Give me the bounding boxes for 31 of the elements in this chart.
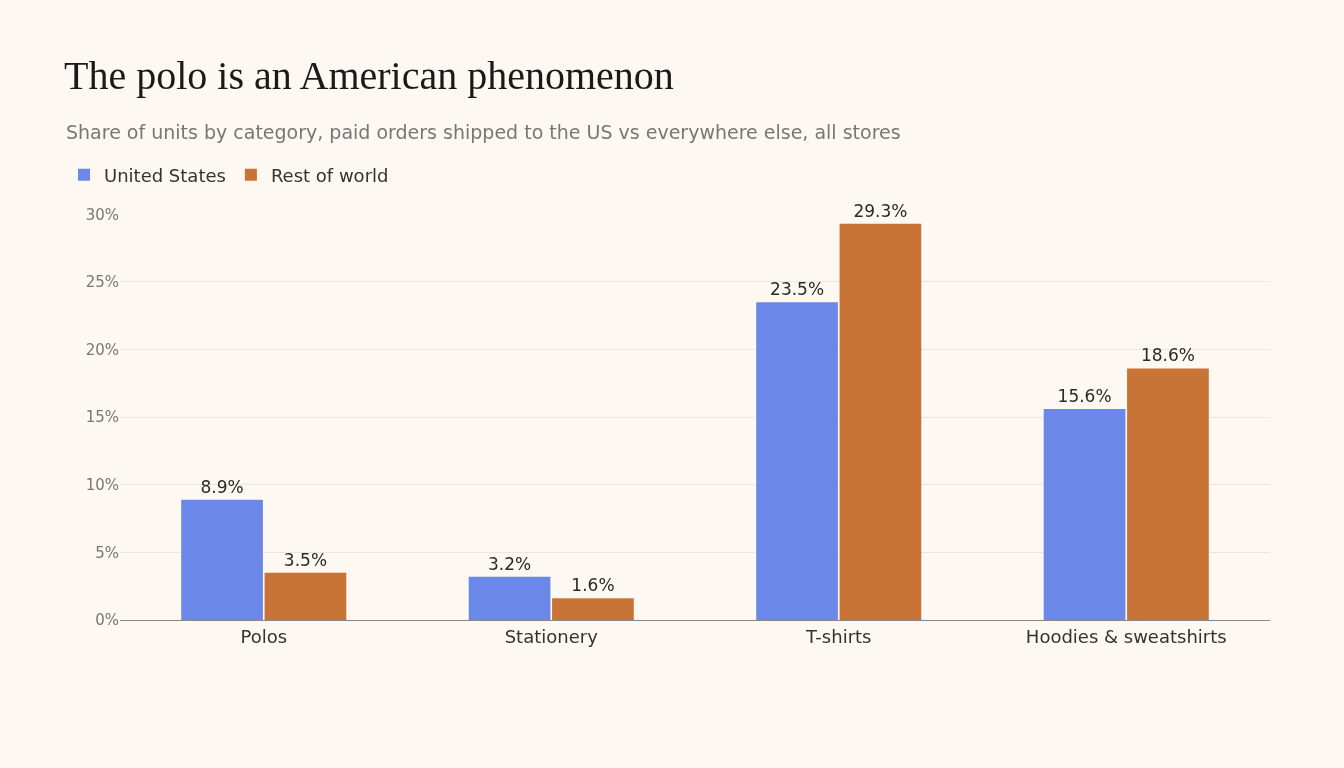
chart-title: The polo is an American phenomenon — [64, 53, 674, 98]
bar — [1127, 368, 1209, 620]
bar — [839, 223, 922, 620]
data-label: 23.5% — [770, 279, 825, 300]
data-label: 15.6% — [1057, 386, 1112, 407]
y-tick-label: 10% — [85, 476, 119, 494]
data-label: 8.9% — [200, 476, 244, 497]
x-tick-label: Hoodies & sweatshirts — [1025, 625, 1227, 647]
y-tick-label: 0% — [95, 611, 119, 630]
x-tick-label: T-shirts — [805, 625, 872, 647]
y-tick-label: 25% — [85, 273, 119, 292]
y-tick-label: 20% — [85, 340, 119, 359]
y-tick-label: 5% — [95, 543, 119, 562]
x-tick-label: Polos — [240, 625, 288, 647]
y-tick-label: 15% — [85, 408, 119, 427]
x-tick-label: Stationery — [504, 625, 599, 647]
data-label: 3.2% — [487, 553, 532, 574]
y-tick-label: 30% — [85, 205, 119, 224]
bar — [1043, 409, 1126, 620]
data-label: 18.6% — [1140, 345, 1195, 366]
chart-subtitle: Share of units by category, paid orders shipped to the US vs everywhere else, all stores — [66, 121, 901, 143]
data-label: 29.3% — [853, 200, 908, 221]
bar — [552, 598, 634, 620]
bar — [468, 576, 551, 620]
data-label: 3.5% — [283, 549, 328, 570]
legend-label: Rest of world — [270, 164, 389, 186]
bar — [181, 499, 263, 620]
bar — [756, 302, 838, 620]
bar — [264, 572, 347, 620]
data-label: 1.6% — [571, 575, 615, 596]
legend-label: United States — [104, 164, 226, 186]
